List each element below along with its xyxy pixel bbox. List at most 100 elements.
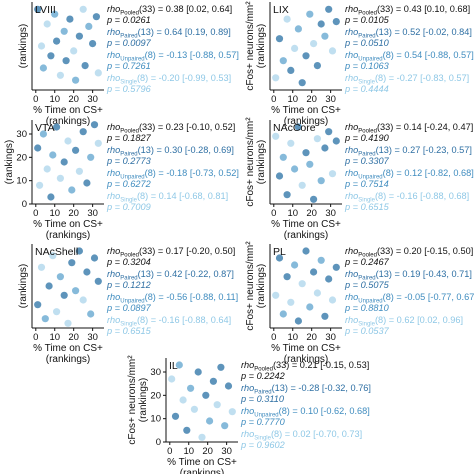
x-tick-label: 10	[49, 94, 60, 105]
data-point-unpaired	[60, 27, 68, 35]
stat-rho-unpaired: rhoUnpaired(8) = 0.12 [-0.82, 0.68]	[345, 168, 474, 181]
stat-p-paired: p = 0.3110	[240, 394, 285, 404]
data-point-paired	[92, 13, 100, 21]
x-tick-label: 20	[68, 332, 79, 343]
data-point-unpaired	[317, 177, 325, 185]
y-axis-label: (rankings)	[4, 140, 15, 184]
x-tick-label: 0	[271, 332, 276, 343]
data-point-unpaired	[206, 417, 214, 425]
x-axis-label: % Time on CS+	[33, 343, 103, 354]
data-point-paired	[83, 179, 91, 187]
x-tick-label: 0	[33, 332, 38, 343]
stat-p-pooled: p = 0.4190	[344, 133, 390, 143]
data-point-paired	[202, 391, 210, 399]
x-tick-label: 10	[287, 94, 298, 105]
x-axis-label: (rankings)	[46, 116, 90, 127]
data-point-single	[37, 42, 46, 50]
data-point-unpaired	[187, 384, 195, 392]
data-point-unpaired	[51, 10, 59, 18]
data-point-single	[64, 137, 72, 145]
stat-p-paired: p = 0.3307	[344, 156, 390, 166]
x-tick-label: 10	[49, 208, 60, 219]
x-tick-label: 0	[271, 94, 276, 105]
x-axis-label: % Time on CS+	[271, 343, 341, 354]
data-point-unpaired	[279, 153, 287, 161]
x-axis-label: % Time on CS+	[271, 105, 341, 116]
stat-rho-paired: rhoPaired(13) = 0.19 [-0.43, 0.71]	[345, 269, 472, 282]
data-point-paired	[298, 79, 306, 87]
data-point-paired	[60, 158, 68, 166]
stat-rho-single: rhoSingle(8) = -0.27 [-0.83, 0.57]	[345, 73, 469, 86]
data-point-single	[53, 308, 61, 316]
data-point-paired	[75, 247, 83, 255]
data-point-unpaired	[321, 32, 329, 40]
x-tick-label: 0	[33, 94, 38, 105]
panel-lix: 0 10 20 30% Time on CS+(rankings)cFos+ neur…	[245, 1, 474, 127]
data-point-paired	[34, 5, 42, 13]
data-point-unpaired	[291, 261, 299, 269]
panel-title: LIX	[273, 4, 289, 16]
x-tick-label: 10	[49, 332, 60, 343]
data-point-single	[228, 408, 236, 416]
x-tick-label: 30	[87, 208, 98, 219]
stat-rho-paired: rhoPaired(13) = -0.28 [-0.32, 0.76]	[241, 383, 371, 396]
data-point-single	[168, 375, 176, 383]
stat-rho-unpaired: rhoUnpaired(8) = -0.18 [-0.73, 0.52]	[107, 168, 239, 181]
x-tick-label: 0	[33, 208, 38, 219]
data-point-paired	[53, 123, 61, 131]
data-point-paired	[75, 32, 83, 40]
y-tick-label: 30	[16, 129, 27, 140]
panel-naccore: 0 10 20 30% Time on CS+(rankings)cFos+ neur…	[245, 117, 474, 241]
stat-rho-paired: rhoPaired(13) = 0.27 [-0.23, 0.57]	[345, 145, 472, 158]
stat-p-single: p = 0.9602	[240, 440, 285, 450]
stat-p-unpaired: p = 0.1063	[344, 61, 390, 71]
y-axis-label: (rankings)	[256, 264, 267, 308]
stat-rho-paired: rhoPaired(13) = 0.42 [-0.22, 0.87]	[107, 269, 234, 282]
y-axis-label: (rankings)	[256, 24, 267, 68]
stat-rho-pooled: rhoPooled(33) = 0.43 [0.10, 0.68]	[345, 4, 470, 17]
data-point-unpaired	[291, 165, 299, 173]
data-point-paired	[47, 52, 55, 60]
panel-title: NAcShell	[35, 246, 78, 258]
panel-title: PL	[273, 246, 286, 258]
data-point-single	[94, 139, 102, 147]
y-tick-label: 20	[150, 390, 161, 401]
panel-title: NAcCore	[273, 122, 316, 134]
data-point-paired	[47, 193, 55, 201]
data-point-paired	[224, 382, 233, 390]
stat-rho-pooled: rhoPooled(33) = 0.20 [-0.15, 0.50]	[345, 246, 473, 259]
data-point-paired	[302, 52, 310, 60]
stat-rho-pooled: rhoPooled(33) = 0.17 [-0.20, 0.50]	[107, 246, 235, 259]
panel-pl: 0 10 20 30% Time on CS+(rankings)cFos+ neur…	[245, 241, 474, 365]
data-point-single	[283, 15, 291, 23]
data-point-paired	[79, 128, 87, 136]
data-point-single	[198, 433, 206, 441]
data-point-unpaired	[87, 310, 95, 318]
data-point-paired	[287, 66, 295, 74]
data-point-paired	[325, 5, 333, 13]
data-point-paired	[183, 426, 191, 434]
data-point-paired	[53, 37, 61, 45]
stat-rho-pooled: rhoPooled(33) = 0.23 [-0.10, 0.52]	[107, 122, 235, 135]
x-tick-label: 20	[202, 446, 213, 457]
panel-title: VTA	[35, 122, 55, 134]
data-point-paired	[34, 301, 42, 309]
data-point-single	[328, 47, 337, 55]
x-axis-label: % Time on CS+	[33, 105, 103, 116]
data-point-paired	[332, 18, 340, 26]
data-point-single	[313, 135, 321, 143]
y-axis-label: cFos+ neurons/mm²	[245, 241, 256, 331]
data-point-paired	[302, 149, 310, 157]
y-axis-label: cFos+ neurons/mm²	[245, 1, 256, 91]
data-point-paired	[321, 312, 329, 320]
data-point-paired	[325, 128, 333, 136]
y-axis-label: cFos+ neurons/mm²	[245, 117, 256, 207]
data-point-unpaired	[306, 303, 314, 311]
stat-p-single: p = 0.0537	[344, 326, 390, 336]
stat-rho-pooled: rhoPooled(33) = 0.38 [0.02, 0.64]	[107, 4, 232, 17]
data-point-single	[272, 74, 280, 82]
stat-p-unpaired: p = 0.8810	[344, 303, 390, 313]
data-point-single	[36, 181, 44, 189]
